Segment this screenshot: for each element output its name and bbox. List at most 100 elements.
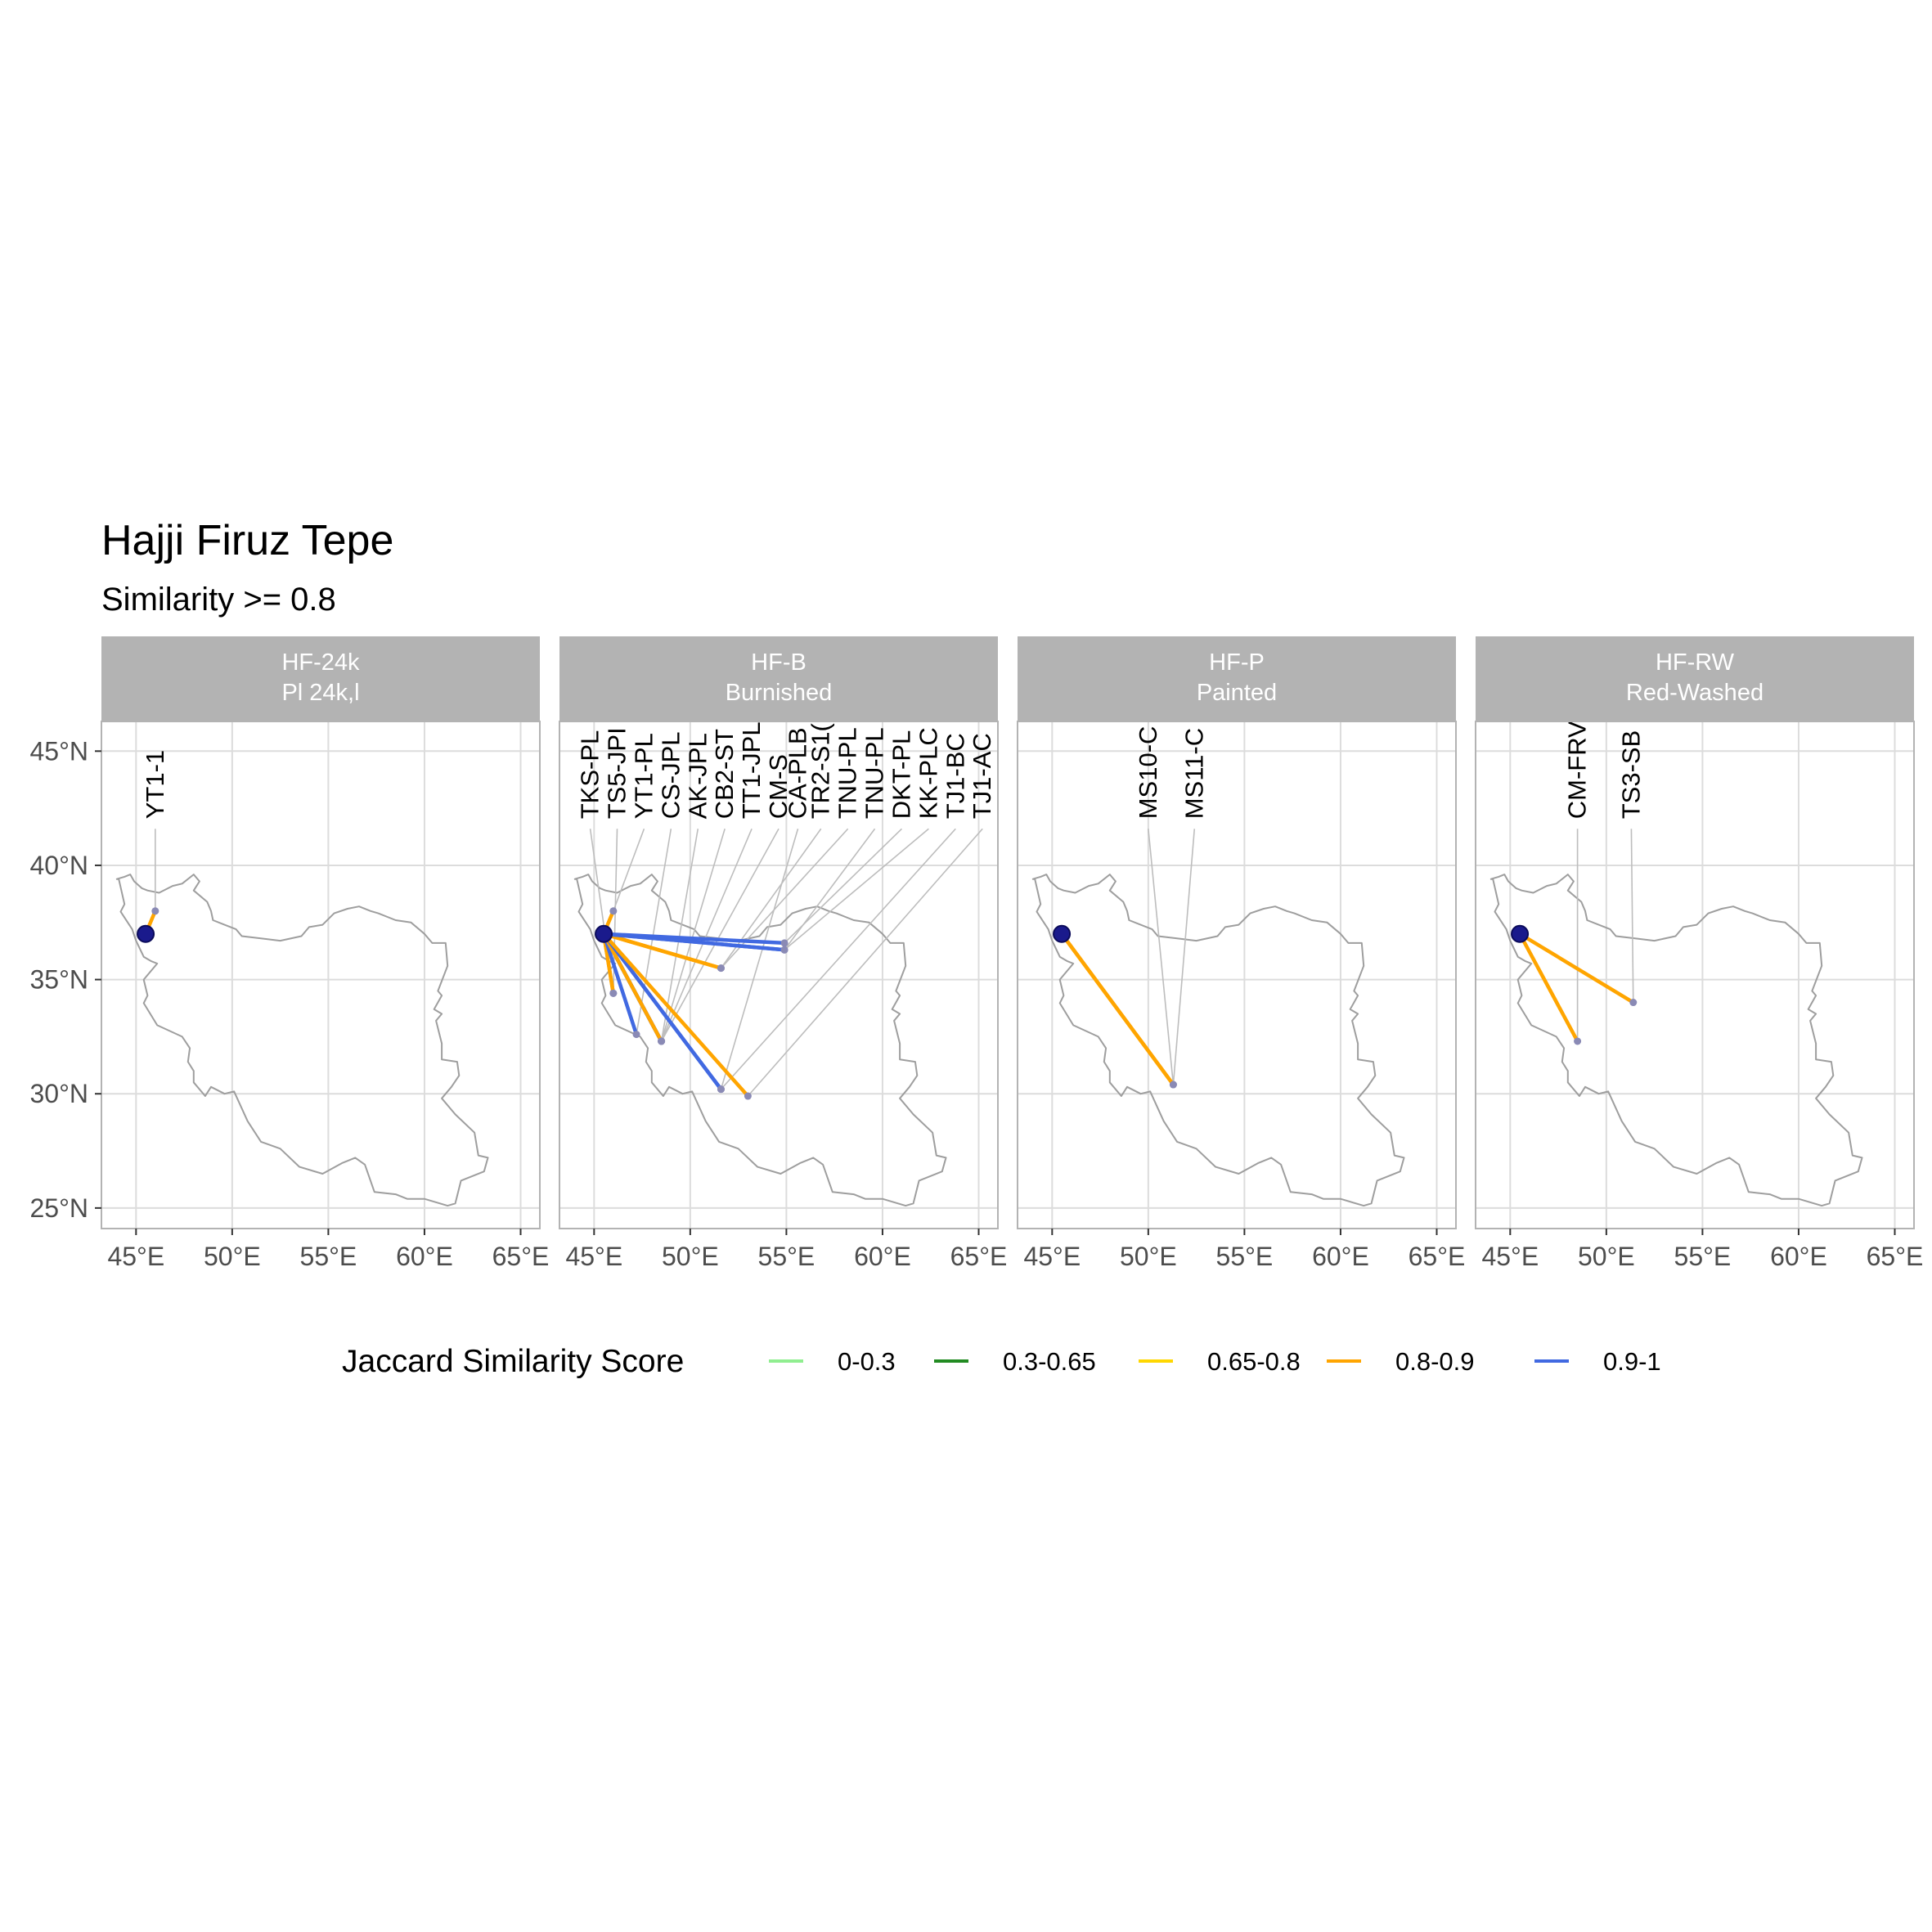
label-leader-line (1630, 829, 1634, 1003)
legend-title: Jaccard Similarity Score (342, 1344, 684, 1379)
legend-label: 0-0.3 (838, 1347, 896, 1376)
label-leader-line (784, 828, 929, 950)
panel-plot-area: CM-FRV TS3-SB (1476, 721, 1914, 1229)
legend-item: 0.65-0.8 (1139, 1347, 1301, 1376)
x-tick-label: 55°E (1216, 1242, 1274, 1271)
site-point (717, 1085, 725, 1094)
plot-title: Hajji Firuz Tepe (101, 517, 393, 564)
facet-strip-code: HF-B (751, 649, 806, 676)
site-label: CS-JPL (656, 731, 685, 819)
x-tick-label: 60°E (396, 1242, 453, 1271)
site-point (609, 989, 618, 997)
label-leader-line (636, 829, 672, 1035)
site-point (632, 1031, 640, 1039)
country-outline (115, 874, 489, 1207)
panel-border (101, 721, 541, 1229)
origin-site-point (137, 924, 155, 943)
x-tick-label: 55°E (1674, 1242, 1732, 1271)
facet-strip-ware: Burnished (726, 680, 833, 706)
site-point (780, 946, 789, 954)
y-tick-label: 30°N (30, 1079, 89, 1108)
x-tick-label: 50°E (1120, 1242, 1177, 1271)
similarity-connection (1059, 932, 1175, 1087)
site-label: YT1-PL (629, 733, 658, 819)
label-leader-line (660, 828, 753, 1042)
x-tick-label: 60°E (854, 1242, 911, 1271)
label-leader-line (1172, 829, 1196, 1085)
country-outline (1489, 874, 1863, 1207)
label-leader-line (660, 829, 726, 1042)
x-tick-label: 65°E (492, 1242, 550, 1271)
label-leader-line (784, 828, 876, 950)
facet-strip (1476, 636, 1914, 721)
x-tick-label: 65°E (950, 1242, 1008, 1271)
facet-strip-code: HF-P (1209, 649, 1265, 676)
similarity-connection (601, 932, 750, 1099)
panel-border (1017, 721, 1457, 1229)
legend: Jaccard Similarity Score 0-0.3 0.3-0.65 0.6… (342, 1344, 1661, 1379)
site-point (1629, 999, 1638, 1007)
x-tick-label: 50°E (662, 1242, 719, 1271)
site-label: CB2-ST (710, 729, 739, 819)
site-label: YT1-1 (141, 750, 169, 819)
panel-plot-area: TKS-PLTS5-JPIYT1-PLCS-JPLAK-JPLCB2-STTT1… (559, 721, 998, 1229)
similarity-connection (601, 932, 663, 1044)
facet-strip-ware: Red-Washed (1626, 680, 1764, 706)
similarity-connection (601, 932, 639, 1036)
site-label: CM-FRV (1563, 721, 1592, 819)
legend-item: 0-0.3 (769, 1347, 896, 1376)
legend-item: 0.9-1 (1534, 1347, 1661, 1376)
similarity-connection (1517, 932, 1636, 1004)
facet-strip-ware: Pl 24k,l (281, 680, 359, 706)
site-point (717, 964, 725, 973)
site-point (1169, 1081, 1177, 1089)
y-tick-label: 40°N (30, 851, 89, 880)
site-point (609, 907, 618, 915)
site-label: DKT-PL (887, 730, 915, 820)
x-tick-label: 45°E (1481, 1242, 1539, 1271)
facet-panel: HF-B Burnished TKS-PLTS5-JPIYT1-PLCS-JPLAK… (559, 636, 1007, 1271)
site-label: MS10-C (1134, 726, 1162, 820)
site-label: TS3-SB (1616, 730, 1645, 820)
site-point (658, 1037, 666, 1045)
label-leader-line (784, 828, 903, 944)
panel-plot-area: YT1-1 (101, 721, 540, 1229)
origin-site-point (1511, 924, 1530, 943)
site-label: TR2-S1( (806, 722, 835, 819)
site-label: KK-PLC (914, 727, 942, 819)
x-tick-label: 65°E (1867, 1242, 1924, 1271)
legend-label: 0.65-0.8 (1207, 1347, 1301, 1376)
x-tick-label: 55°E (758, 1242, 815, 1271)
x-tick-label: 60°E (1770, 1242, 1827, 1271)
site-label: TNU-PL (833, 727, 862, 819)
facet-panel: HF-RW Red-Washed CM-FRV TS3-SB 45°E 50°E 55°E 6… (1475, 636, 1924, 1271)
site-point (744, 1092, 752, 1100)
origin-site-point (595, 924, 613, 943)
similarity-connection (601, 932, 723, 970)
plot-subtitle: Similarity >= 0.8 (101, 582, 336, 618)
site-label: TJ1-AC (968, 733, 996, 819)
similarity-connection (1517, 932, 1579, 1044)
x-tick-label: 45°E (1023, 1242, 1081, 1271)
site-point (1574, 1037, 1582, 1045)
y-tick-label: 25°N (30, 1193, 89, 1223)
site-label: AK-JPL (683, 733, 712, 819)
label-leader-line (720, 828, 956, 1090)
legend-label: 0.3-0.65 (1003, 1347, 1096, 1376)
similarity-connection (601, 932, 723, 1091)
legend-item: 0.3-0.65 (934, 1347, 1096, 1376)
site-label: TT1-JPL (737, 721, 766, 819)
facet-panel: HF-24k Pl 24k,l YT1-1 45°E 50°E 55°E 60°E 65°E (101, 636, 549, 1271)
y-tick-label: 45°N (30, 736, 89, 766)
label-leader-line (660, 828, 780, 1042)
facet-strip-code: HF-RW (1656, 649, 1735, 676)
site-label: MS11-C (1179, 728, 1208, 819)
y-tick-label: 35°N (30, 965, 89, 995)
facet-panel: HF-P Painted MS10-C MS11-C 45°E 50°E 55°E 60°E 6… (1017, 636, 1465, 1271)
country-outline (573, 874, 947, 1207)
legend-item: 0.8-0.9 (1327, 1347, 1475, 1376)
origin-site-point (1053, 924, 1072, 943)
facet-strip (1018, 636, 1456, 721)
similarity-connection (601, 932, 787, 952)
